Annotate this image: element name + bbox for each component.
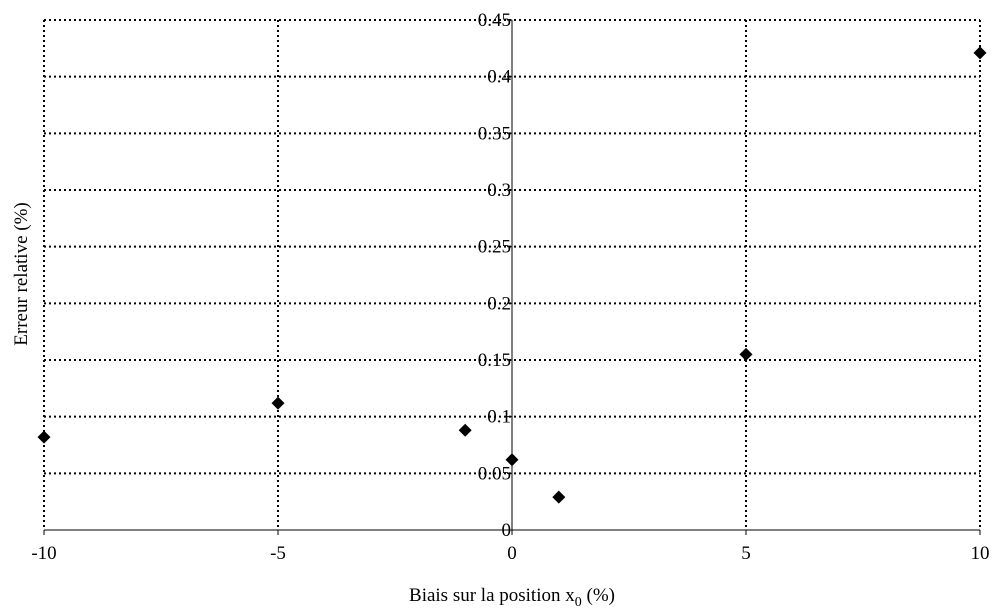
x-axis-title-main: Biais sur la position x bbox=[409, 585, 575, 606]
data-point bbox=[552, 490, 566, 504]
y-tick-label: 0.2 bbox=[487, 293, 511, 314]
y-tick-label: 0.1 bbox=[487, 407, 511, 428]
data-point bbox=[37, 430, 51, 444]
y-tick-label: 0 bbox=[502, 520, 512, 541]
y-tick-label: 0.3 bbox=[487, 180, 511, 201]
x-tick-label: 5 bbox=[741, 543, 751, 564]
data-point bbox=[739, 347, 753, 361]
y-tick-label: 0.05 bbox=[478, 463, 511, 484]
data-point bbox=[271, 396, 285, 410]
x-tick-label: -10 bbox=[31, 543, 56, 564]
x-tick-label: 10 bbox=[971, 543, 990, 564]
x-tick-labels: -10 -5 0 5 10 bbox=[31, 543, 989, 564]
y-tick-label: 0.25 bbox=[478, 237, 511, 258]
y-tick-label: 0.4 bbox=[487, 67, 511, 88]
x-tick-label: -5 bbox=[270, 543, 286, 564]
y-tick-label: 0.15 bbox=[478, 350, 511, 371]
data-point bbox=[973, 46, 987, 60]
y-tick-label: 0.45 bbox=[478, 10, 511, 31]
x-tick-label: 0 bbox=[507, 543, 517, 564]
data-point bbox=[505, 453, 519, 467]
axes bbox=[43, 19, 981, 535]
data-point bbox=[458, 423, 472, 437]
data-points bbox=[37, 46, 987, 504]
y-tick-labels: 0 0.05 0.1 0.15 0.2 0.25 0.3 0.35 0.4 0.45 bbox=[478, 10, 512, 541]
x-axis-title: Biais sur la position x0 (%) bbox=[409, 585, 615, 608]
x-axis-title-subscript: 0 bbox=[575, 595, 582, 608]
x-axis-title-suffix: (%) bbox=[582, 585, 615, 606]
y-tick-label: 0.35 bbox=[478, 123, 511, 144]
y-axis-title: Erreur relative (%) bbox=[11, 202, 32, 345]
grid bbox=[43, 19, 981, 530]
